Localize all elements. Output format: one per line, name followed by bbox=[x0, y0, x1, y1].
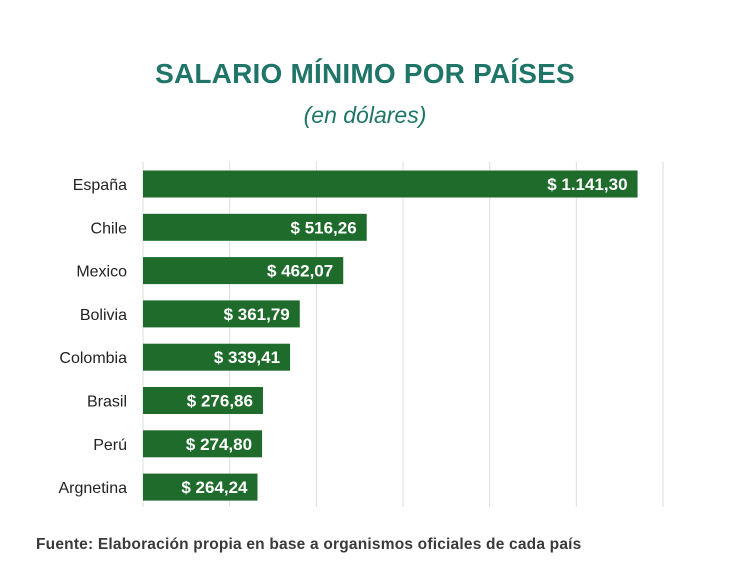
bar bbox=[143, 387, 263, 414]
source-note: Fuente: Elaboración propia en base a org… bbox=[36, 536, 582, 553]
bar bbox=[143, 430, 263, 458]
category-label: Chile bbox=[91, 220, 128, 237]
data-label: $ 264,24 bbox=[181, 478, 248, 497]
category-label: España bbox=[73, 177, 127, 194]
bar bbox=[143, 343, 291, 371]
chart-subtitle: (en dólares) bbox=[303, 102, 427, 128]
bar bbox=[143, 300, 300, 328]
data-label: $ 1.141,30 bbox=[547, 175, 627, 194]
category-label: Bolivia bbox=[80, 307, 127, 324]
data-label: $ 361,79 bbox=[224, 305, 290, 324]
data-label: $ 462,07 bbox=[267, 262, 333, 281]
category-label: Argnetina bbox=[59, 480, 128, 497]
category-label: Colombia bbox=[59, 350, 127, 367]
category-label: Perú bbox=[93, 437, 127, 454]
chart-title: SALARIO MÍNIMO POR PAÍSES bbox=[155, 58, 575, 89]
bar bbox=[143, 473, 258, 501]
bar bbox=[143, 257, 344, 285]
data-label: $ 516,26 bbox=[291, 218, 357, 237]
bar bbox=[143, 170, 638, 198]
data-label: $ 276,86 bbox=[187, 392, 253, 411]
bar bbox=[143, 213, 367, 241]
bar-chart: España $ 1.141,30 Chile $ 516,26 Mexico $ 462… bbox=[59, 162, 664, 507]
data-label: $ 274,80 bbox=[186, 435, 252, 454]
category-label: Mexico bbox=[76, 264, 127, 281]
category-label: Brasil bbox=[87, 394, 127, 411]
data-label: $ 339,41 bbox=[214, 348, 280, 367]
